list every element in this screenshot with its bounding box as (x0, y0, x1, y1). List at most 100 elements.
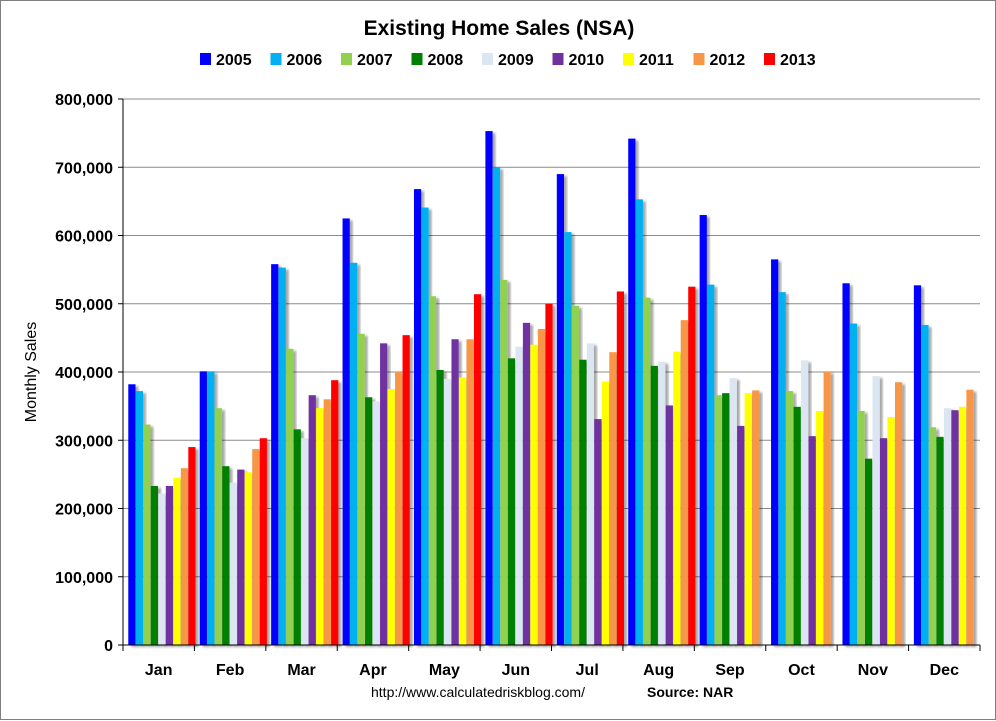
bar-2006-aug (635, 199, 643, 645)
legend-swatch (270, 53, 282, 65)
x-tick-label: Sep (715, 662, 745, 679)
bar-2010-jun (522, 322, 531, 645)
legend-label: 2013 (780, 52, 816, 69)
legend-label: 2011 (639, 52, 674, 69)
footer-url: http://www.calculatedriskblog.com/ (371, 684, 585, 700)
bar-2012-feb (252, 449, 260, 645)
bar-2005-dec (913, 285, 922, 645)
legend-swatch (552, 53, 564, 65)
bar-2012-sep (752, 390, 760, 645)
bar-2010-apr (380, 343, 388, 645)
y-tick-label: 100,000 (55, 570, 113, 587)
bar-2008-may (436, 369, 444, 645)
bar-2011-feb (244, 472, 252, 645)
bar-2008-nov (864, 458, 873, 645)
bar-2006-sep (707, 284, 715, 645)
bar-2011-may (458, 377, 467, 645)
bar-2006-feb (207, 371, 215, 645)
bar-2009-jul (586, 343, 594, 645)
bar-2006-nov (849, 323, 858, 645)
bar-2011-mar (316, 408, 324, 645)
legend-swatch (200, 53, 211, 65)
bar-2007-feb (214, 408, 222, 645)
legend-item-2010: 2010 (552, 52, 605, 69)
legend-swatch (623, 53, 634, 65)
bar-2008-aug (650, 365, 658, 645)
bar-2007-jun (500, 279, 508, 645)
y-tick-label: 700,000 (55, 160, 113, 177)
x-tick-label: Feb (216, 662, 245, 679)
bar-2007-may (428, 296, 437, 645)
footer-source: Source: NAR (647, 684, 733, 700)
bar-2007-jul (571, 305, 579, 645)
bar-2008-mar (293, 429, 301, 645)
legend-label: 2005 (216, 52, 252, 69)
x-tick-label: Jun (502, 662, 530, 679)
legend: 2005 2006 2007 2008 2009 2010 2011 2012 2013 (200, 52, 816, 69)
bar-2006-may (421, 207, 429, 645)
bar-2005-feb (199, 371, 207, 645)
bar-2007-sep (714, 395, 722, 645)
x-tick-label: Nov (858, 662, 888, 679)
bar-2012-jun (537, 329, 546, 645)
bar-2007-aug (643, 297, 651, 645)
legend-swatch (411, 53, 423, 65)
bar-2012-nov (894, 382, 903, 645)
bar-2007-oct (786, 391, 794, 645)
bar-2013-mar (331, 380, 339, 645)
y-tick-label: 300,000 (55, 433, 113, 450)
legend-label: 2009 (498, 52, 534, 69)
bar-2013-jan (188, 447, 196, 645)
y-tick-label: 400,000 (55, 365, 113, 382)
legend-item-2012: 2012 (693, 52, 746, 69)
bar-2011-nov (887, 417, 895, 645)
bar-2008-oct (793, 406, 801, 645)
bar-2012-mar (323, 399, 331, 645)
bar-2006-oct (778, 292, 786, 645)
bar-2006-jun (492, 167, 501, 645)
legend-item-2009: 2009 (482, 52, 534, 69)
bar-2007-jan (143, 424, 151, 645)
bar-2011-oct (816, 410, 824, 645)
bar-2008-sep (722, 393, 730, 645)
legend-label: 2012 (710, 52, 746, 69)
bar-2009-jan (158, 493, 166, 645)
x-tick-label: Jan (145, 662, 173, 679)
bar-2005-jan (128, 384, 136, 645)
bar-2008-jul (579, 359, 587, 645)
bar-2010-sep (737, 425, 745, 645)
bar-2009-sep (729, 378, 737, 645)
bar-2008-dec (936, 436, 944, 645)
bar-2005-mar (271, 264, 279, 645)
bar-2010-feb (237, 469, 245, 645)
bar-2012-jan (180, 468, 188, 645)
legend-swatch (341, 53, 352, 65)
legend-label: 2007 (357, 52, 393, 69)
bar-2005-oct (771, 259, 779, 645)
bar-2008-feb (222, 466, 230, 645)
bar-2007-apr (357, 333, 365, 645)
bar-2013-jun (545, 303, 553, 645)
legend-swatch (693, 53, 705, 65)
bar-2011-aug (673, 351, 681, 645)
x-tick-label: Apr (359, 662, 387, 679)
bar-2008-apr (365, 397, 373, 645)
legend-label: 2010 (569, 52, 605, 69)
bar-2007-mar (286, 348, 294, 645)
bar-2009-jun (515, 346, 523, 645)
bar-2005-may (413, 189, 422, 645)
bar-2009-oct (801, 360, 809, 645)
bar-2012-apr (395, 372, 403, 645)
legend-item-2005: 2005 (200, 52, 252, 69)
bar-2009-aug (658, 361, 666, 645)
y-axis-ticks: 0 100,000 200,000 300,000 400,000 500,000 600,… (55, 92, 123, 655)
legend-item-2013: 2013 (764, 52, 816, 69)
bar-2008-jun (507, 358, 516, 645)
legend-item-2006: 2006 (270, 52, 322, 69)
bar-2010-dec (951, 410, 959, 645)
bar-2013-apr (402, 335, 410, 645)
bar-2005-aug (628, 138, 636, 645)
bar-2005-sep (699, 215, 707, 645)
bar-2011-apr (387, 389, 395, 645)
